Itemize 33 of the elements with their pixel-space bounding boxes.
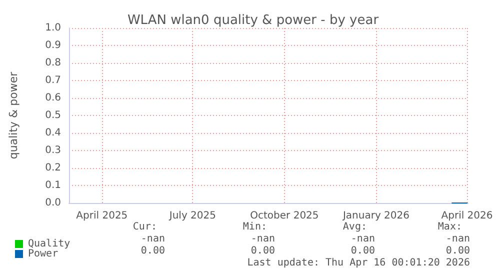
text: -nan xyxy=(350,234,375,244)
legend-label: Power xyxy=(28,248,58,260)
x-tick-label: January 2026 xyxy=(342,210,410,222)
y-tick-label: 0.7 xyxy=(45,75,61,86)
legend-label: Quality xyxy=(28,238,70,250)
y-tick-label: 0.8 xyxy=(45,58,61,68)
y-tick-label: 0.2 xyxy=(45,162,61,174)
text: Last update: Thu Apr 16 00:01:20 2026 xyxy=(247,258,470,268)
y-tick-label: 0.0 xyxy=(45,198,61,208)
text: Cur: xyxy=(132,222,157,232)
text: 0.00 xyxy=(446,246,470,256)
text: Min: xyxy=(242,222,267,232)
x-tick-label: April 2025 xyxy=(76,210,128,222)
y-tick-label: 0.6 xyxy=(45,92,61,104)
x-tick-label: April 2026 xyxy=(441,210,493,222)
text: Max: xyxy=(438,222,462,232)
x-tick-label: October 2025 xyxy=(250,210,319,222)
text: 0.00 xyxy=(250,246,275,256)
y-tick-label: 1.0 xyxy=(45,22,61,34)
y-tick-label: 0.5 xyxy=(45,110,61,121)
text: 0.00 xyxy=(140,246,165,256)
text: -nan xyxy=(446,234,470,244)
text: 0.00 xyxy=(350,246,375,256)
y-tick-label: 0.1 xyxy=(45,180,61,191)
text: -nan xyxy=(140,234,165,244)
text: -nan xyxy=(250,234,275,244)
y-tick-label: 0.9 xyxy=(45,40,61,51)
chart-title: WLAN wlan0 quality & power - by year xyxy=(127,13,380,28)
y-tick-label: 0.3 xyxy=(45,145,61,156)
x-tick-label: July 2025 xyxy=(168,210,216,222)
y-axis-title: quality & power xyxy=(7,71,20,160)
y-tick-label: 0.4 xyxy=(45,128,61,138)
text: Avg: xyxy=(342,222,367,232)
